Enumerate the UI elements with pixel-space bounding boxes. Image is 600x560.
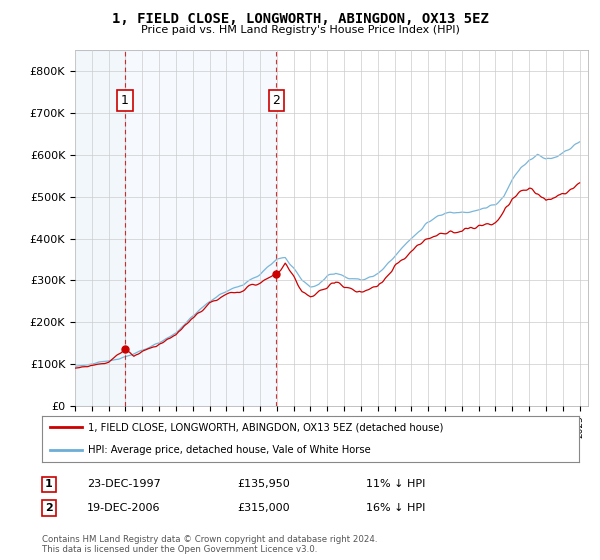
Text: £135,950: £135,950	[237, 479, 290, 489]
Bar	[125, 50, 277, 406]
Text: 2: 2	[45, 503, 53, 513]
Text: 1, FIELD CLOSE, LONGWORTH, ABINGDON, OX13 5EZ (detached house): 1, FIELD CLOSE, LONGWORTH, ABINGDON, OX1…	[88, 422, 443, 432]
Text: Contains HM Land Registry data © Crown copyright and database right 2024.
This d: Contains HM Land Registry data © Crown c…	[42, 535, 377, 554]
Text: 11% ↓ HPI: 11% ↓ HPI	[366, 479, 425, 489]
Text: 1, FIELD CLOSE, LONGWORTH, ABINGDON, OX13 5EZ: 1, FIELD CLOSE, LONGWORTH, ABINGDON, OX1…	[112, 12, 488, 26]
Text: 19-DEC-2006: 19-DEC-2006	[87, 503, 161, 513]
Bar	[75, 50, 125, 406]
Text: 2: 2	[272, 94, 280, 107]
Text: 1: 1	[45, 479, 53, 489]
Text: 1: 1	[121, 94, 129, 107]
Text: 16% ↓ HPI: 16% ↓ HPI	[366, 503, 425, 513]
Text: £315,000: £315,000	[237, 503, 290, 513]
Text: HPI: Average price, detached house, Vale of White Horse: HPI: Average price, detached house, Vale…	[88, 445, 370, 455]
Text: 23-DEC-1997: 23-DEC-1997	[87, 479, 161, 489]
Text: Price paid vs. HM Land Registry's House Price Index (HPI): Price paid vs. HM Land Registry's House …	[140, 25, 460, 35]
